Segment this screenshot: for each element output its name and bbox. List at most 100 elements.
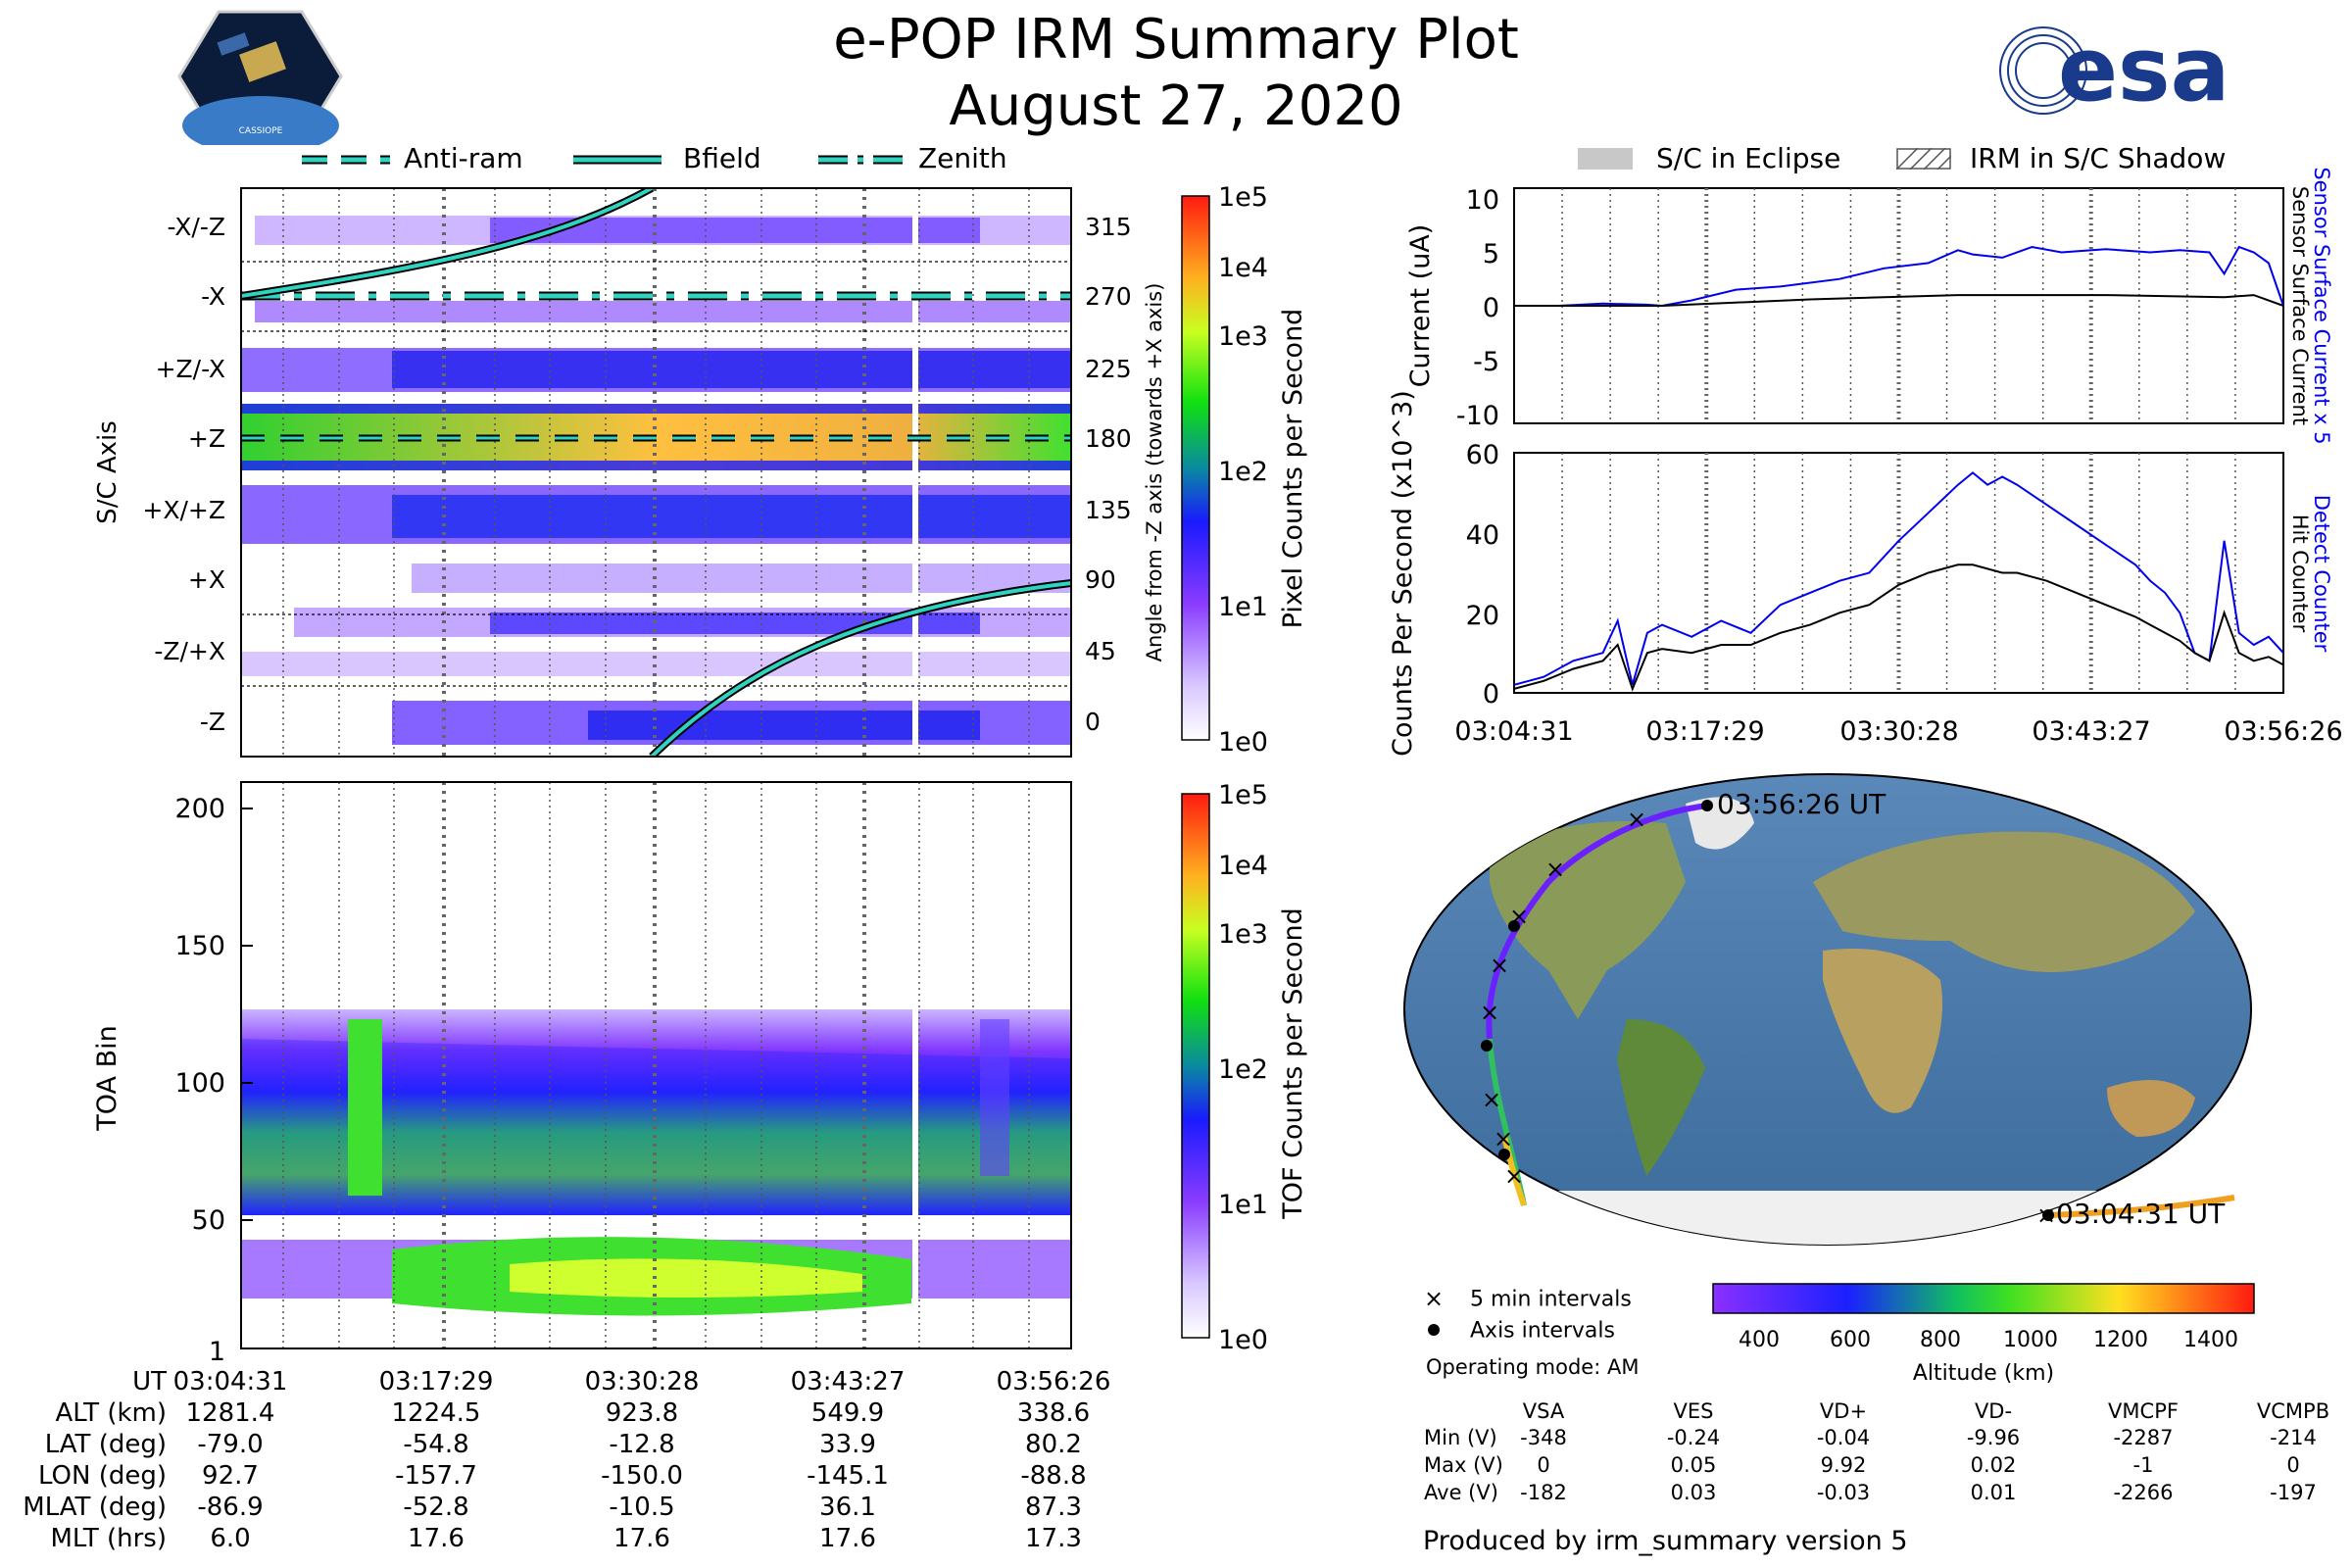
alt-tick-0: 400 — [1739, 1328, 1780, 1352]
series-line-1 — [1514, 294, 2284, 307]
pcb-tick-0: 1e5 — [1218, 182, 1268, 213]
marker-x-2: × — [1545, 856, 1565, 883]
eph-cell: 923.8 — [605, 1398, 679, 1428]
voltage-header: VMCPF — [2108, 1399, 2179, 1423]
toa-ytick-3: 50 — [192, 1205, 225, 1236]
sc-axis-labels: -X/-Z -X +Z/-X +Z +X/+Z +X -Z/+X -Z — [142, 213, 225, 736]
eph-cell: 549.9 — [810, 1398, 885, 1428]
tcb-tick-0: 1e5 — [1218, 780, 1268, 810]
counts-yticks: 60 40 20 0 — [1466, 440, 1499, 710]
pixel-colorbar-label: Pixel Counts per Second — [1278, 309, 1308, 629]
tcb-tick-5: 1e0 — [1218, 1325, 1268, 1355]
eph-label-mlat: MLAT (deg) — [23, 1493, 167, 1522]
marker-dot-3 — [1481, 1040, 1493, 1052]
eph-cell: 03:30:28 — [584, 1367, 700, 1396]
footer-credit: Produced by irm_summary version 5 — [1423, 1526, 1908, 1556]
eph-label-lon: LON (deg) — [37, 1461, 167, 1491]
voltage-cell: -197 — [2270, 1481, 2317, 1504]
axis-label-2: +Z/-X — [156, 355, 225, 383]
eph-cell: 03:17:29 — [378, 1367, 494, 1396]
legend-5min: 5 min intervals — [1470, 1288, 1632, 1312]
voltage-row-label: Min (V) — [1424, 1426, 1497, 1449]
voltage-cell: -2266 — [2113, 1481, 2174, 1504]
eph-cell: 03:56:26 — [996, 1367, 1111, 1396]
marker-x-8: × — [1504, 1162, 1524, 1190]
legend-zenith: Zenith — [918, 142, 1007, 174]
eph-cell: -52.8 — [403, 1493, 469, 1522]
axis-label-5: +X — [188, 565, 225, 594]
cnt-xtick-4: 03:56:26 — [2224, 716, 2342, 747]
axis-label-1: -X — [201, 282, 225, 311]
angle-ylabel: Angle from -Z axis (towards +X axis) — [1143, 283, 1166, 662]
toa-ytick-2: 100 — [174, 1068, 225, 1099]
marker-x-4: × — [1490, 952, 1509, 979]
eph-cell: 36.1 — [819, 1493, 876, 1522]
cassiope-logo-text: CASSIOPE — [239, 126, 283, 136]
axis-label-3: +Z — [188, 424, 225, 453]
pcb-tick-1: 1e4 — [1218, 253, 1268, 283]
eph-label-ut: UT — [132, 1367, 167, 1396]
alt-tick-2: 800 — [1920, 1328, 1961, 1352]
axis-label-6: -Z/+X — [154, 637, 225, 665]
cnt-ytick-1: 40 — [1466, 520, 1499, 551]
cnt-xtick-3: 03:43:27 — [2032, 716, 2150, 747]
eph-cell: 338.6 — [1016, 1398, 1091, 1428]
voltage-header: VD+ — [1819, 1399, 1868, 1423]
right-legend: S/C in Eclipse IRM in S/C Shadow — [1578, 142, 2264, 181]
cur-ytick-0: 10 — [1466, 185, 1499, 216]
sc-axis-ylabel: S/C Axis — [93, 420, 122, 524]
eph-cell: -10.5 — [609, 1493, 675, 1522]
angle-tick-0: 315 — [1085, 213, 1132, 241]
tcb-tick-2: 1e3 — [1218, 919, 1268, 950]
alt-tick-1: 600 — [1830, 1328, 1871, 1352]
eph-label-lat: LAT (deg) — [44, 1430, 167, 1459]
axis-label-7: -Z — [200, 708, 225, 736]
eph-cell: 03:43:27 — [790, 1367, 906, 1396]
cur-ytick-1: 5 — [1483, 239, 1499, 270]
esa-logo-text: esa — [2058, 22, 2230, 122]
voltage-cell: 0.03 — [1670, 1481, 1717, 1504]
voltage-cell: -182 — [1520, 1481, 1567, 1504]
legend-x-marker: × — [1424, 1285, 1444, 1312]
pixel-heatmap — [241, 188, 1071, 757]
toa-heatmap — [241, 782, 1071, 1348]
counts-ylabel: Counts Per Second (x10^3) — [1388, 390, 1418, 757]
eclipse-swatch — [1578, 148, 1633, 170]
angle-tick-7: 0 — [1085, 708, 1101, 736]
legend-anti-ram: Anti-ram — [404, 142, 523, 174]
series-line-1 — [1513, 564, 2284, 692]
marker-x-7: × — [1494, 1125, 1513, 1152]
toa-colorbar-label: TOF Counts per Second — [1278, 907, 1308, 1220]
current-plot — [1513, 187, 2284, 424]
alt-tick-4: 1200 — [2093, 1328, 2148, 1352]
eph-cell: -79.0 — [197, 1430, 264, 1459]
voltage-cell: 9.92 — [1820, 1453, 1867, 1477]
eph-cell: 03:04:31 — [172, 1367, 288, 1396]
toa-ytick-4: 1 — [209, 1337, 225, 1367]
eph-cell: 33.9 — [819, 1430, 876, 1459]
cnt-ytick-3: 0 — [1483, 679, 1499, 710]
eph-cell: -12.8 — [609, 1430, 675, 1459]
eph-cell: 17.6 — [819, 1524, 876, 1553]
cassiope-logo: CASSIOPE — [177, 10, 343, 145]
alt-tick-3: 1000 — [2003, 1328, 2058, 1352]
voltage-header: VSA — [1522, 1399, 1565, 1423]
voltage-cell: 0 — [1537, 1453, 1550, 1477]
legend-eclipse: S/C in Eclipse — [1656, 142, 1841, 174]
counts-y2label-blue: Detect Counter — [2310, 495, 2333, 653]
pixel-colorbar — [1181, 195, 1210, 741]
eph-cell: 1281.4 — [185, 1398, 275, 1428]
altitude-ticks: 400 600 800 1000 1200 1400 — [1739, 1328, 2238, 1352]
angle-tick-6: 45 — [1085, 637, 1116, 665]
eph-cell: -150.0 — [601, 1461, 683, 1491]
shadow-swatch — [1896, 148, 1951, 170]
cnt-xtick-2: 03:30:28 — [1839, 716, 1958, 747]
axis-label-0: -X/-Z — [168, 213, 225, 241]
pcb-tick-4: 1e1 — [1218, 592, 1268, 622]
voltage-row-label: Ave (V) — [1424, 1481, 1498, 1504]
marker-dot-2 — [1508, 920, 1520, 932]
cnt-ytick-2: 20 — [1466, 601, 1499, 631]
axis-label-4: +X/+Z — [142, 496, 225, 524]
marker-dot-4 — [1498, 1149, 1510, 1160]
voltage-table: VSA VES VD+ VD- VMCPF VCMPB Min (V) -348 -0.24 -0… — [1411, 1399, 2329, 1517]
